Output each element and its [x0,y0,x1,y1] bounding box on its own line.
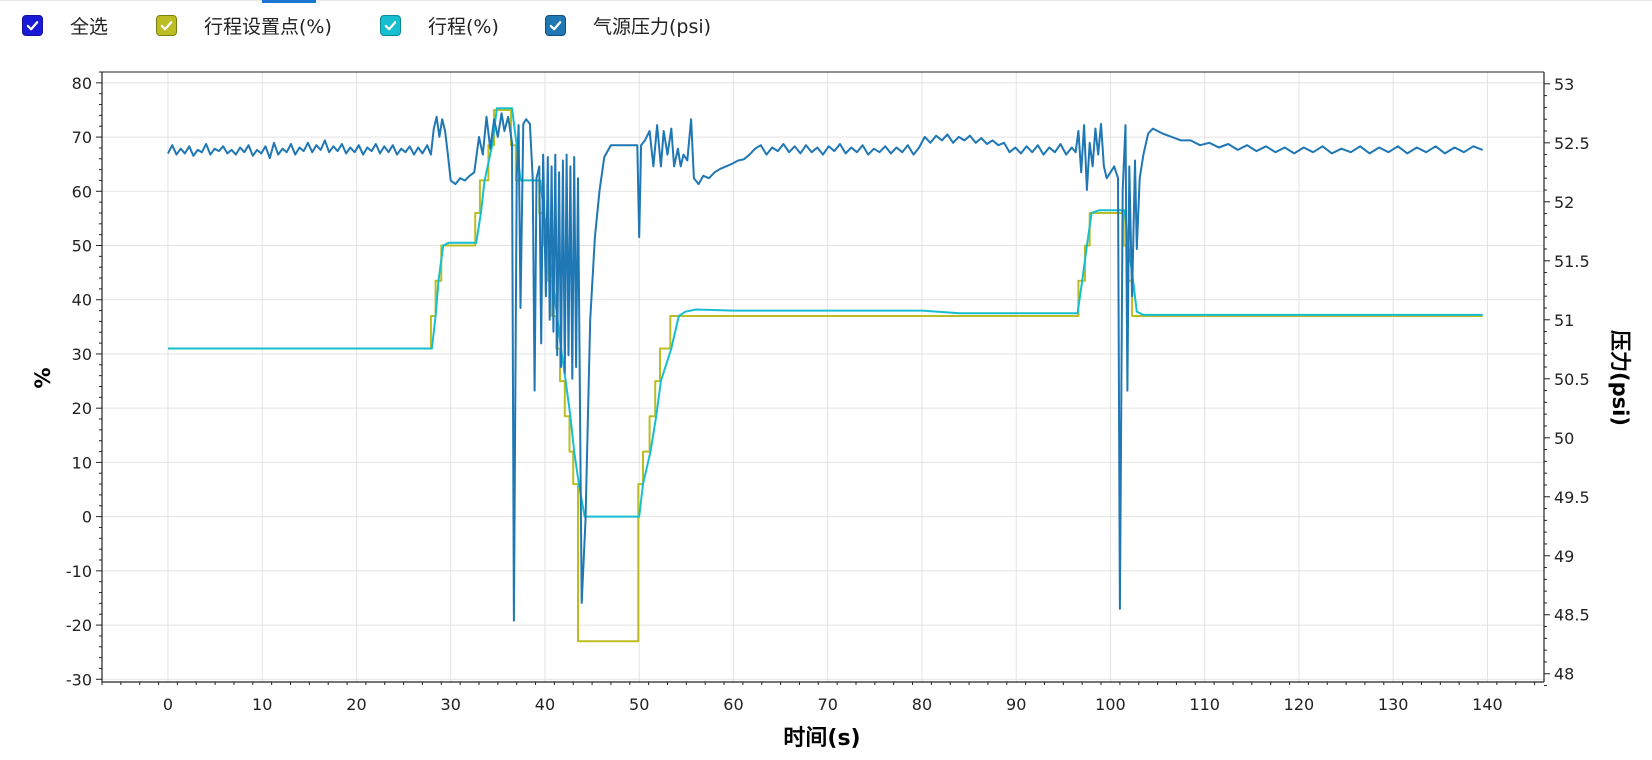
travel-label: 行程(%) [428,15,499,38]
x-axis-title: 时间(s) [783,726,860,751]
y2-tick-label: 52.5 [1554,134,1590,153]
y-tick-label: -20 [66,616,92,635]
y2-tick-label: 48.5 [1554,606,1590,625]
x-tick-label: 80 [912,695,932,714]
y2-tick-label: 53 [1554,75,1574,94]
x-tick-label: 10 [252,695,272,714]
y-tick-label: 0 [82,508,92,527]
travel-checkbox[interactable] [380,14,401,36]
y-tick-label: 50 [72,237,92,256]
series-legend: 全选 行程设置点(%) 行程(%) 气源压力(psi) [0,0,1652,56]
y-tick-label: 80 [72,74,92,93]
y2-tick-label: 51 [1554,311,1574,330]
x-tick-label: 60 [723,695,743,714]
y2-tick-label: 50 [1554,429,1574,448]
minor-ticks [96,71,1550,687]
active-tab-indicator [262,0,316,3]
pressure-label: 气源压力(psi) [593,15,712,38]
x-tick-label: 90 [1006,695,1026,714]
travel-series-line [168,107,1483,518]
window-top-border [0,0,1652,1]
y-tick-label: 40 [72,291,92,310]
y-tick-label: 20 [72,399,92,418]
y2-tick-label: 52 [1554,193,1574,212]
checkmark-icon [384,20,397,30]
y-tick-label: 60 [72,182,92,201]
y-tick-label: 10 [72,453,92,472]
y2-tick-label: 51.5 [1554,252,1590,271]
setpoint-series-line [168,109,1483,643]
pressure-series-line [167,112,1484,622]
y2-axis-title: 压力(psi) [1608,330,1632,426]
y-tick-label: 30 [72,345,92,364]
x-tick-label: 110 [1189,695,1220,714]
y-tick-label: -30 [66,670,92,689]
y-axis-title: % [31,367,55,388]
x-tick-label: 70 [818,695,838,714]
y2-tick-label: 49 [1554,547,1574,566]
select-all-checkbox[interactable]: 全选 [22,12,108,38]
x-tick-label: 130 [1378,695,1409,714]
series-lines [167,107,1484,643]
select-all-label: 全选 [70,15,109,38]
setpoint-label: 行程设置点(%) [204,15,332,38]
grid-lines [102,72,1544,682]
checkmark-icon [549,20,562,30]
x-tick-label: 40 [535,695,555,714]
x-tick-label: 120 [1284,695,1315,714]
y2-tick-label: 49.5 [1554,488,1590,507]
legend-item-pressure[interactable]: 气源压力(psi) [545,12,711,38]
y2-tick-label: 48 [1554,665,1574,684]
tick-labels: 0 10 20 30 40 50 60 70 80 90 100 110 120 130 140-30-20… [66,74,1590,714]
setpoint-checkbox[interactable] [156,14,177,36]
x-tick-label: 50 [629,695,649,714]
checkmark-icon [160,20,173,30]
y2-tick-label: 50.5 [1554,370,1590,389]
y-tick-label: -10 [66,562,92,581]
pressure-checkbox[interactable] [545,14,566,36]
select-all-checkbox-box[interactable] [22,14,43,36]
x-tick-label: 100 [1095,695,1126,714]
x-tick-label: 20 [346,695,366,714]
x-tick-label: 0 [163,695,173,714]
legend-item-travel[interactable]: 行程(%) [380,12,499,38]
axes [101,71,1545,683]
y-tick-label: 70 [72,128,92,147]
checkmark-icon [26,20,39,30]
x-tick-label: 140 [1472,695,1503,714]
legend-item-setpoint[interactable]: 行程设置点(%) [156,12,332,38]
x-tick-label: 30 [441,695,461,714]
